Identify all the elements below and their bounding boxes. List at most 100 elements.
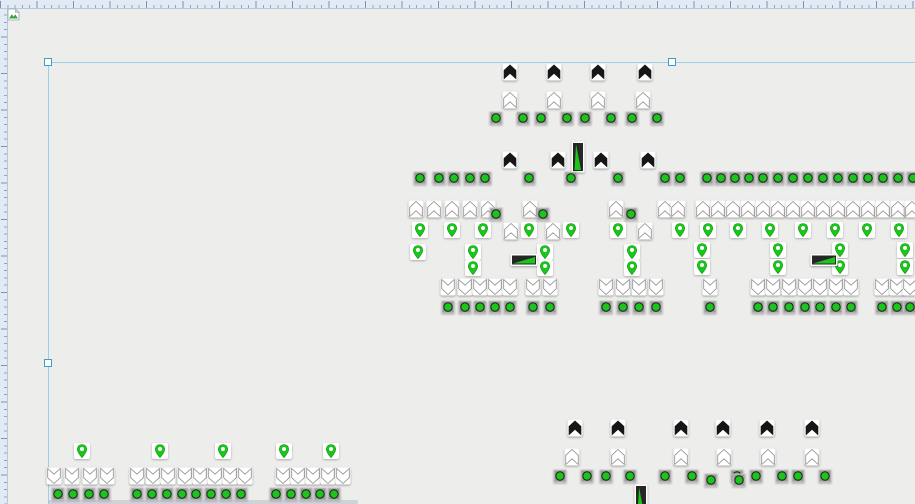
chevron-up-black-icon[interactable]: [567, 419, 583, 437]
chevron-up-white-icon[interactable]: [695, 200, 711, 218]
chevron-down-white-icon[interactable]: [64, 467, 80, 485]
map-pin-green-icon[interactable]: [770, 259, 786, 275]
green-indicator-dot-icon[interactable]: [658, 171, 672, 185]
green-indicator-dot-icon[interactable]: [175, 487, 189, 501]
green-indicator-dot-icon[interactable]: [599, 300, 613, 314]
chevron-down-white-icon[interactable]: [542, 278, 558, 296]
chevron-up-white-icon[interactable]: [670, 200, 686, 218]
chevron-up-black-icon[interactable]: [550, 151, 566, 169]
chevron-down-white-icon[interactable]: [812, 278, 828, 296]
green-indicator-dot-icon[interactable]: [611, 171, 625, 185]
chevron-up-black-icon[interactable]: [804, 419, 820, 437]
map-pin-green-icon[interactable]: [563, 222, 579, 238]
green-indicator-dot-icon[interactable]: [553, 469, 567, 483]
chevron-up-white-icon[interactable]: [904, 200, 915, 218]
green-indicator-dot-icon[interactable]: [632, 300, 646, 314]
chevron-up-white-icon[interactable]: [564, 448, 580, 466]
chevron-up-black-icon[interactable]: [546, 63, 562, 81]
chevron-up-black-icon[interactable]: [715, 419, 731, 437]
green-indicator-dot-icon[interactable]: [447, 171, 461, 185]
green-indicator-dot-icon[interactable]: [82, 487, 96, 501]
chevron-up-black-icon[interactable]: [637, 63, 653, 81]
chevron-up-white-icon[interactable]: [522, 200, 538, 218]
map-pin-green-icon[interactable]: [152, 443, 168, 459]
chevron-down-white-icon[interactable]: [192, 467, 208, 485]
chevron-up-white-icon[interactable]: [590, 91, 606, 109]
green-indicator-dot-icon[interactable]: [578, 111, 592, 125]
chevron-down-white-icon[interactable]: [46, 467, 62, 485]
green-indicator-dot-icon[interactable]: [145, 487, 159, 501]
green-indicator-dot-icon[interactable]: [775, 469, 789, 483]
chevron-up-black-icon[interactable]: [610, 419, 626, 437]
map-pin-green-icon[interactable]: [537, 244, 553, 260]
chevron-down-white-icon[interactable]: [702, 278, 718, 296]
green-indicator-dot-icon[interactable]: [97, 487, 111, 501]
green-indicator-dot-icon[interactable]: [891, 171, 905, 185]
chevron-down-white-icon[interactable]: [222, 467, 238, 485]
map-pin-green-icon[interactable]: [74, 443, 90, 459]
map-pin-green-icon[interactable]: [537, 260, 553, 276]
map-pin-green-icon[interactable]: [694, 259, 710, 275]
chevron-up-white-icon[interactable]: [716, 448, 732, 466]
map-pin-green-icon[interactable]: [700, 222, 716, 238]
chevron-down-white-icon[interactable]: [237, 467, 253, 485]
map-pin-green-icon[interactable]: [276, 443, 292, 459]
chevron-up-white-icon[interactable]: [546, 91, 562, 109]
chevron-up-white-icon[interactable]: [875, 200, 891, 218]
chevron-down-white-icon[interactable]: [82, 467, 98, 485]
chevron-up-black-icon[interactable]: [502, 63, 518, 81]
green-indicator-dot-icon[interactable]: [534, 111, 548, 125]
green-indicator-dot-icon[interactable]: [413, 171, 427, 185]
green-indicator-dot-icon[interactable]: [526, 300, 540, 314]
green-indicator-dot-icon[interactable]: [204, 487, 218, 501]
green-indicator-dot-icon[interactable]: [813, 300, 827, 314]
green-indicator-dot-icon[interactable]: [234, 487, 248, 501]
chevron-down-white-icon[interactable]: [797, 278, 813, 296]
chevron-up-white-icon[interactable]: [830, 200, 846, 218]
green-indicator-dot-icon[interactable]: [771, 171, 785, 185]
chevron-down-white-icon[interactable]: [843, 278, 859, 296]
chevron-up-white-icon[interactable]: [610, 448, 626, 466]
green-indicator-dot-icon[interactable]: [732, 473, 746, 487]
green-indicator-dot-icon[interactable]: [189, 487, 203, 501]
map-pin-green-icon[interactable]: [215, 443, 231, 459]
chevron-down-white-icon[interactable]: [750, 278, 766, 296]
green-indicator-dot-icon[interactable]: [786, 171, 800, 185]
map-pin-green-icon[interactable]: [891, 222, 907, 238]
chevron-up-black-icon[interactable]: [590, 63, 606, 81]
map-pin-green-icon[interactable]: [444, 222, 460, 238]
green-indicator-dot-icon[interactable]: [685, 469, 699, 483]
green-indicator-dot-icon[interactable]: [728, 171, 742, 185]
green-indicator-dot-icon[interactable]: [649, 300, 663, 314]
green-indicator-dot-icon[interactable]: [489, 111, 503, 125]
chevron-up-white-icon[interactable]: [426, 200, 442, 218]
chevron-up-white-icon[interactable]: [657, 200, 673, 218]
green-indicator-dot-icon[interactable]: [536, 207, 550, 221]
chevron-down-white-icon[interactable]: [160, 467, 176, 485]
chevron-up-white-icon[interactable]: [635, 91, 651, 109]
chevron-up-white-icon[interactable]: [800, 200, 816, 218]
map-pin-green-icon[interactable]: [795, 222, 811, 238]
chevron-up-white-icon[interactable]: [725, 200, 741, 218]
chevron-up-white-icon[interactable]: [804, 448, 820, 466]
green-indicator-dot-icon[interactable]: [766, 300, 780, 314]
chevron-down-white-icon[interactable]: [440, 278, 456, 296]
green-indicator-dot-icon[interactable]: [673, 171, 687, 185]
green-indicator-dot-icon[interactable]: [516, 111, 530, 125]
green-indicator-dot-icon[interactable]: [798, 300, 812, 314]
green-indicator-dot-icon[interactable]: [782, 300, 796, 314]
chevron-down-white-icon[interactable]: [487, 278, 503, 296]
chevron-down-white-icon[interactable]: [177, 467, 193, 485]
green-indicator-dot-icon[interactable]: [875, 300, 889, 314]
map-pin-green-icon[interactable]: [475, 222, 491, 238]
chevron-down-white-icon[interactable]: [902, 278, 915, 296]
green-indicator-dot-icon[interactable]: [564, 171, 578, 185]
map-pin-green-icon[interactable]: [770, 242, 786, 258]
green-indicator-dot-icon[interactable]: [756, 171, 770, 185]
green-indicator-dot-icon[interactable]: [599, 469, 613, 483]
green-indicator-dot-icon[interactable]: [890, 300, 904, 314]
green-indicator-dot-icon[interactable]: [751, 300, 765, 314]
map-pin-green-icon[interactable]: [410, 244, 426, 260]
green-indicator-dot-icon[interactable]: [560, 111, 574, 125]
map-pin-green-icon[interactable]: [465, 260, 481, 276]
